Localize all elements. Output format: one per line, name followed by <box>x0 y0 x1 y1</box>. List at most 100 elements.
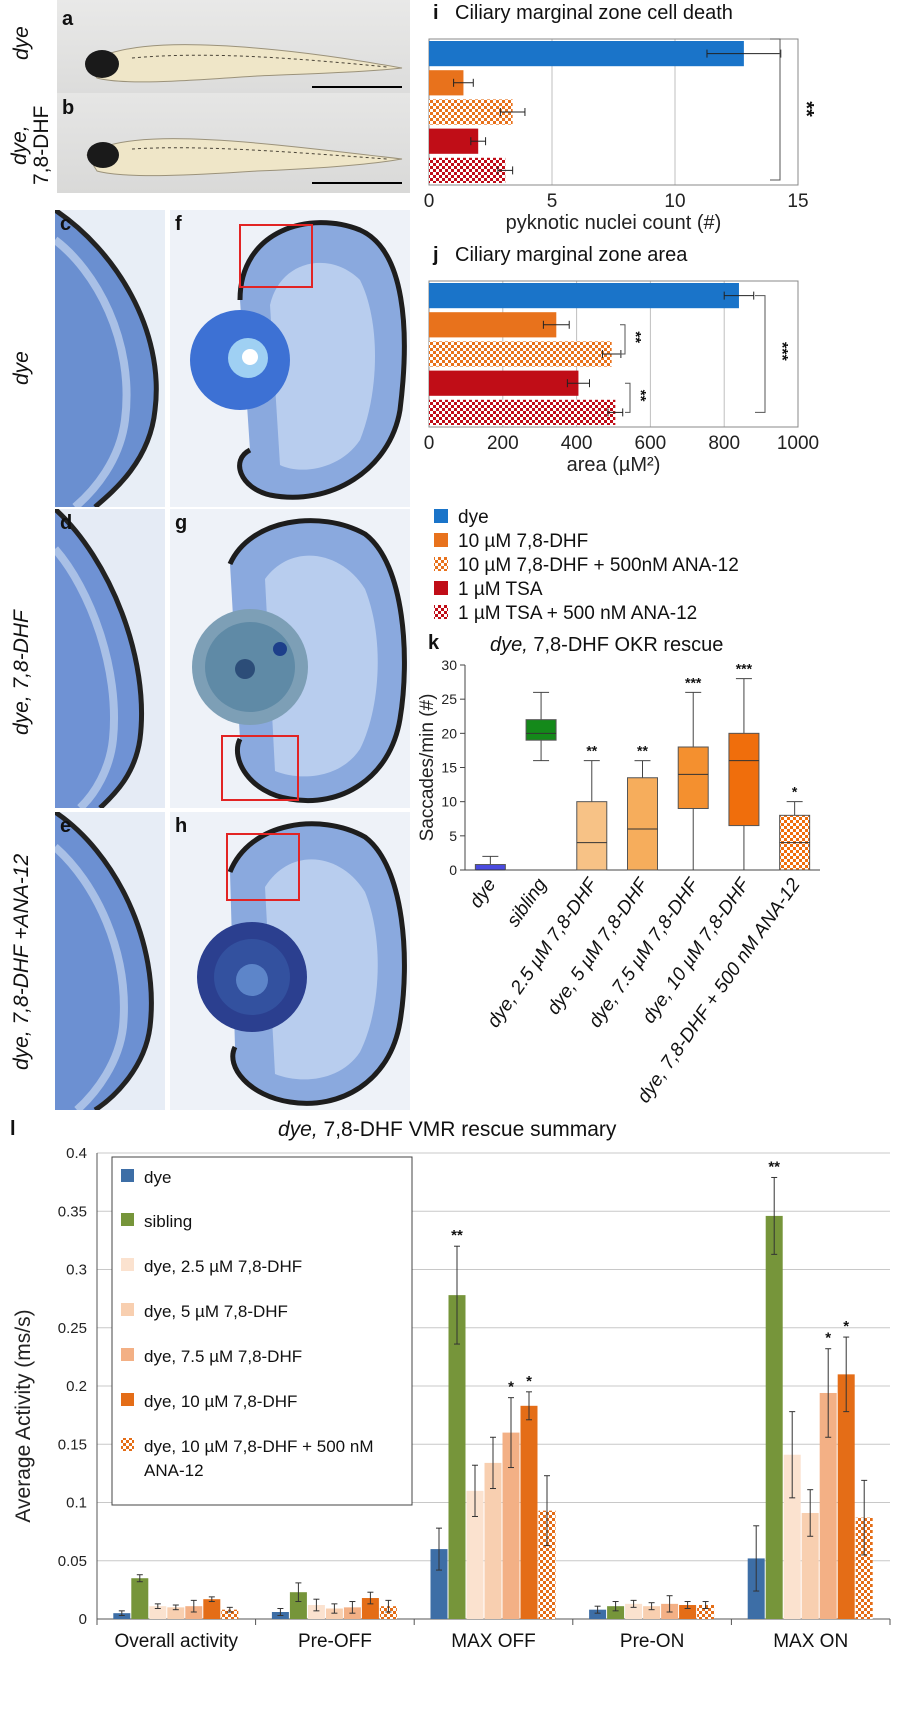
legend-swatch <box>121 1169 134 1182</box>
bar <box>113 1613 131 1619</box>
x-tick-label: MAX OFF <box>451 1631 535 1652</box>
legend-label: sibling <box>144 1212 192 1231</box>
significance-label: ** <box>586 743 597 759</box>
panel-label-h: h <box>175 815 188 837</box>
legend-swatch <box>434 533 448 547</box>
legend-swatch <box>121 1438 134 1451</box>
y-tick-label: 0.05 <box>58 1553 87 1570</box>
legend-ij: dye 10 µM 7,8-DHF 10 µM 7,8-DHF + 500nM AN… <box>432 503 892 633</box>
significance-label: ** <box>637 743 648 759</box>
legend-label: dye, 5 µM 7,8-DHF <box>144 1302 288 1321</box>
retina-section <box>55 509 145 808</box>
significance-label: * <box>843 1318 849 1335</box>
chart-l-title: dye, 7,8-DHF VMR rescue summary <box>278 1118 616 1142</box>
x-tick-label: dye <box>466 875 501 912</box>
row-label-dye-dhf-ana12: dye, 7,8-DHF +ANA-12 <box>10 853 33 1070</box>
chart-l-title-italic: dye, <box>278 1118 318 1141</box>
y-tick-label: 15 <box>441 760 457 776</box>
bar <box>448 1295 466 1619</box>
legend-swatch <box>121 1258 134 1271</box>
y-tick-label: 0 <box>79 1611 87 1628</box>
larva-illustration <box>85 44 403 88</box>
box <box>677 746 709 809</box>
y-tick-label: 25 <box>441 691 457 707</box>
x-tick-label: 10 <box>664 191 685 212</box>
legend-box <box>111 1156 413 1506</box>
bar <box>643 1606 661 1619</box>
bar <box>203 1599 221 1619</box>
bar <box>837 1374 855 1619</box>
bar <box>819 1392 837 1619</box>
legend-label: dye, 2.5 µM 7,8-DHF <box>144 1257 302 1276</box>
x-tick-label: 15 <box>787 191 808 212</box>
significance-label: * <box>508 1379 514 1396</box>
bar <box>307 1605 325 1619</box>
legend-label: dye <box>144 1168 171 1187</box>
bar <box>429 312 557 338</box>
bar <box>429 370 579 396</box>
bar <box>625 1603 643 1619</box>
chart-i-title: Ciliary marginal zone cell death <box>455 2 733 24</box>
legend-swatch <box>434 605 448 619</box>
chart-k-title-italic: dye, <box>490 634 528 656</box>
row-label-dye-dhf-line2: 7,8-DHF <box>30 105 53 185</box>
bar <box>379 1606 397 1619</box>
x-tick-label: 600 <box>635 433 667 454</box>
panel-label-a: a <box>62 8 74 30</box>
row-label-dye-2: dye <box>10 351 33 385</box>
panel-label-d: d <box>60 512 73 534</box>
x-tick-label: 200 <box>487 433 519 454</box>
chart-k-title-rest: 7,8-DHF OKR rescue <box>527 634 724 656</box>
bar <box>783 1454 801 1619</box>
chart-i: 0 5 10 15 pyknotic nuclei count (#) ** <box>424 38 817 234</box>
panel-label-e: e <box>60 815 72 837</box>
legend-label: 1 µM TSA + 500 nM ANA-12 <box>458 603 697 624</box>
x-tick-label: 0 <box>424 433 435 454</box>
y-tick-label: 30 <box>441 657 457 673</box>
bar <box>538 1510 556 1619</box>
chart-k-title: dye, 7,8-DHF OKR rescue <box>490 634 723 657</box>
legend-swatch <box>434 557 448 571</box>
bar <box>429 128 479 154</box>
panel-label-k: k <box>428 632 440 654</box>
x-tick-label: Pre-OFF <box>298 1631 372 1652</box>
legend-label: dye, 10 µM 7,8-DHF + 500 nM <box>144 1437 373 1456</box>
y-tick-label: 0.3 <box>66 1262 87 1279</box>
bar <box>221 1609 239 1619</box>
significance-bracket <box>625 382 631 413</box>
eye-section <box>192 518 407 804</box>
bar <box>429 41 744 67</box>
y-tick-label: 0.25 <box>58 1320 87 1337</box>
y-axis-label: Saccades/min (#) <box>417 694 438 842</box>
significance-label: *** <box>773 342 790 361</box>
bar <box>502 1432 520 1619</box>
bar <box>855 1517 873 1619</box>
chart-l: 0 0.05 0.1 0.15 0.2 0.25 0.3 0.35 0.4 Average Act… <box>12 1145 891 1652</box>
bar <box>289 1592 307 1619</box>
significance-label: * <box>825 1330 831 1347</box>
bar <box>149 1606 167 1619</box>
row-label-dye-dhf-line1: dye, <box>8 125 31 165</box>
legend-swatch <box>121 1393 134 1406</box>
bar <box>429 283 739 309</box>
y-tick-label: 0.2 <box>66 1378 87 1395</box>
bar <box>185 1606 203 1619</box>
histology-f <box>170 210 410 507</box>
panel-label-c: c <box>60 213 72 235</box>
significance-bracket <box>755 295 766 413</box>
panel-label-l: l <box>10 1118 16 1140</box>
y-tick-label: 20 <box>441 725 457 741</box>
significance-label: ** <box>627 331 644 343</box>
bar <box>697 1605 715 1619</box>
chart-j-title: Ciliary marginal zone area <box>455 244 688 266</box>
eye-section <box>190 220 407 500</box>
bar <box>429 341 612 367</box>
significance-label: ** <box>451 1227 463 1244</box>
bar <box>801 1512 819 1619</box>
chart-l-title-rest: 7,8-DHF VMR rescue summary <box>317 1118 617 1141</box>
significance-bracket <box>770 38 781 181</box>
box <box>474 864 506 871</box>
histology-d <box>55 509 165 808</box>
x-tick-label: 400 <box>561 433 593 454</box>
bar <box>484 1462 502 1619</box>
